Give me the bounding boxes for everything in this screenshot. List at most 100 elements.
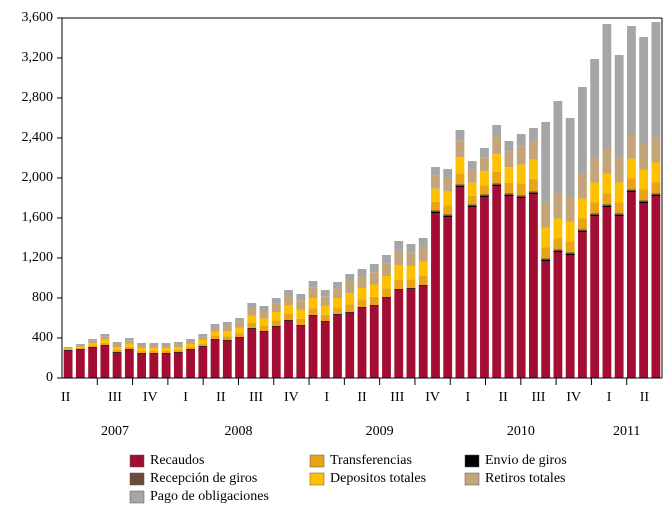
bar-segment	[626, 26, 636, 134]
bar-segment	[235, 337, 244, 338]
bar-segment	[284, 320, 293, 321]
bar-segment	[369, 305, 379, 306]
bar-segment	[345, 312, 355, 313]
bar-segment	[565, 196, 575, 222]
bar-segment	[467, 169, 477, 183]
legend-label: Depositos totales	[330, 471, 426, 486]
bar-segment	[308, 316, 318, 378]
bar-segment	[565, 254, 575, 255]
legend-label: Recepción de giros	[150, 471, 257, 486]
bar-segment	[198, 340, 208, 344]
bar-segment	[333, 282, 342, 289]
bar-segment	[63, 351, 73, 378]
bar-segment	[198, 334, 208, 337]
bar-segment	[541, 202, 551, 228]
bar-segment	[161, 354, 171, 378]
bar-segment	[382, 297, 391, 298]
quarter-label: I	[324, 390, 329, 405]
bar-segment	[369, 284, 379, 297]
bar-segment	[284, 290, 293, 296]
bar-segment	[235, 327, 244, 334]
bar-segment	[504, 151, 514, 168]
bar-segment	[88, 345, 98, 347]
bar-segment	[345, 313, 355, 378]
bar-segment	[504, 183, 514, 194]
bar-segment	[75, 345, 85, 347]
bar-segment	[137, 348, 146, 351]
bar-segment	[431, 212, 440, 213]
bar-segment	[296, 300, 306, 310]
legend-label: Pago de obligaciones	[150, 489, 269, 504]
bar-segment	[173, 342, 183, 344]
bar-segment	[480, 197, 489, 378]
bar-segment	[333, 314, 342, 315]
bar-segment	[590, 215, 600, 216]
bar-segment	[614, 213, 624, 215]
bar-segment	[186, 339, 195, 341]
bar-segment	[284, 305, 293, 314]
bar-segment	[431, 213, 440, 378]
bar-segment	[504, 141, 514, 152]
bar-segment	[124, 343, 134, 347]
bar-segment	[63, 347, 73, 348]
bar-segment	[443, 191, 453, 206]
bar-segment	[418, 285, 428, 286]
bar-segment	[578, 87, 587, 174]
bar-segment	[369, 306, 379, 378]
bar-segment	[210, 324, 220, 327]
bar-segment	[504, 195, 514, 196]
bar-segment	[541, 260, 551, 261]
bar-segment	[369, 305, 379, 306]
bar-segment	[529, 178, 538, 192]
bar-segment	[198, 347, 208, 378]
bar-segment	[382, 298, 391, 378]
y-tick-label: 2,000	[22, 170, 54, 185]
bar-segment	[247, 329, 257, 378]
bar-segment	[602, 204, 612, 206]
bar-segment	[565, 255, 575, 378]
bar-segment	[222, 336, 232, 340]
bar-segment	[455, 157, 465, 174]
bar-segment	[333, 315, 342, 378]
bar-segment	[88, 347, 98, 348]
bar-segment	[639, 144, 649, 170]
bar-segment	[651, 182, 661, 194]
bar-segment	[149, 345, 159, 348]
bar-segment	[124, 349, 134, 350]
bar-segment	[455, 130, 465, 141]
legend-swatch	[464, 454, 480, 468]
bar-segment	[443, 217, 453, 378]
bar-segment	[271, 303, 281, 312]
bar-segment	[308, 281, 318, 288]
bar-segment	[553, 249, 563, 251]
bar-segment	[602, 193, 612, 205]
bar-segment	[394, 289, 404, 290]
bar-segment	[137, 343, 146, 345]
bar-segment	[137, 353, 146, 354]
quarter-label: I	[466, 390, 471, 405]
bar-segment	[186, 350, 195, 378]
bar-segment	[320, 296, 330, 306]
bar-segment	[320, 321, 330, 322]
bar-segment	[590, 216, 600, 378]
bar-segment	[63, 350, 73, 351]
bar-segment	[553, 238, 563, 250]
bar-segment	[394, 241, 404, 251]
quarter-label: IV	[425, 390, 440, 405]
bar-segment	[296, 309, 306, 319]
bar-segment	[284, 296, 293, 305]
bar-segment	[161, 353, 171, 354]
bar-segment	[222, 340, 232, 341]
bar-segment	[480, 157, 489, 172]
bar-segment	[112, 352, 122, 353]
bar-segment	[100, 342, 110, 345]
bar-segment	[467, 206, 477, 207]
y-tick-label: 3,200	[22, 50, 54, 65]
bar-segment	[590, 213, 600, 215]
legend-swatch	[309, 454, 325, 468]
bar-segment	[186, 344, 195, 347]
legend-label: Transferencias	[330, 453, 412, 468]
bar-segment	[455, 173, 465, 185]
bar-segment	[88, 348, 98, 378]
bar-segment	[578, 198, 587, 219]
